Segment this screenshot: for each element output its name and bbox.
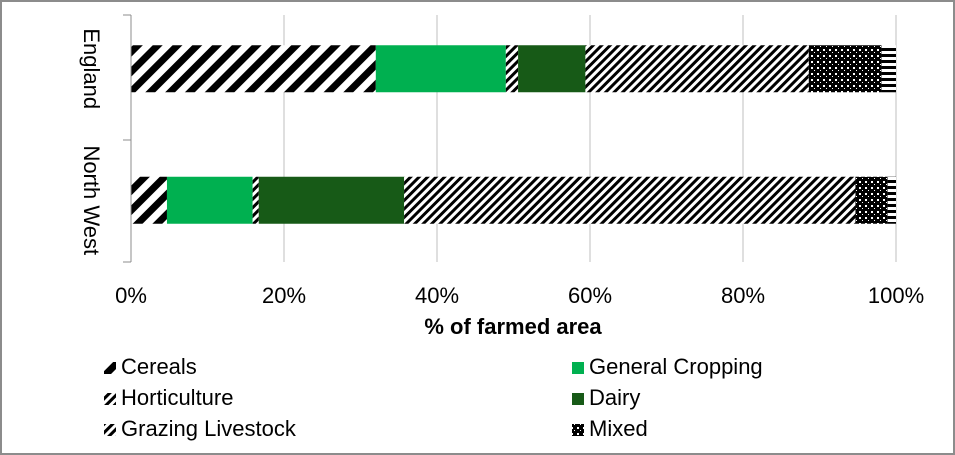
bars: [131, 45, 896, 224]
bar-segment: [131, 176, 167, 224]
y-tick-label: England: [79, 28, 104, 109]
bar-segment: [375, 45, 506, 93]
y-tick-label: North West: [79, 145, 104, 255]
bar-segment: [252, 176, 259, 224]
x-axis-label: % of farmed area: [424, 314, 602, 339]
bar-segment: [808, 45, 882, 93]
bar-segment: [855, 176, 888, 224]
legend: Cereals General Cropping Horticulture Dairy…: [104, 354, 763, 441]
bar-segment: [404, 176, 856, 224]
legend-label: Dairy: [589, 385, 640, 410]
x-tick-label: 60%: [568, 283, 612, 308]
legend-swatch: [104, 424, 116, 436]
bar-segment: [881, 45, 896, 93]
legend-label: Horticulture: [121, 385, 233, 410]
bar-segment: [166, 176, 253, 224]
legend-label: Grazing Livestock: [121, 416, 297, 441]
x-tick-label: 40%: [415, 283, 459, 308]
bar-segment: [585, 45, 809, 93]
legend-swatch: [572, 362, 584, 374]
bar-segment: [505, 45, 519, 93]
x-tick-label: 80%: [721, 283, 765, 308]
legend-swatch: [104, 393, 116, 405]
legend-label: Cereals: [121, 354, 197, 379]
x-tick-label: 0%: [115, 283, 147, 308]
bar-segment: [258, 176, 405, 224]
legend-swatch: [572, 393, 584, 405]
legend-label: Mixed: [589, 416, 648, 441]
legend-swatch: [104, 362, 116, 374]
bar-segment: [518, 45, 586, 93]
bar-segment: [131, 45, 376, 93]
legend-swatch: [572, 424, 584, 436]
legend-label: General Cropping: [589, 354, 763, 379]
x-tick-label: 100%: [868, 283, 924, 308]
bar-segment: [887, 176, 896, 224]
x-tick-label: 20%: [262, 283, 306, 308]
